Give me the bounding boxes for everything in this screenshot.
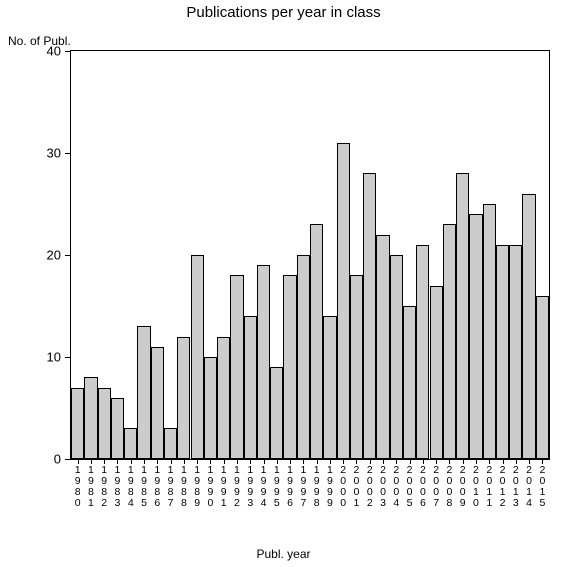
bar [151,347,164,459]
x-tick-label: 2010 [471,465,481,509]
x-tick-label: 2001 [351,465,361,509]
bar [111,398,124,459]
x-tick-label: 2006 [418,465,428,509]
bar [469,214,482,459]
bar [310,224,323,459]
y-tick-label: 40 [47,44,61,59]
x-tick-label: 1988 [179,465,189,509]
x-tick-label: 1996 [285,465,295,509]
x-tick-label: 1984 [126,465,136,509]
bar [177,337,190,459]
bar [443,224,456,459]
bar [283,275,296,459]
x-tick-label: 2008 [444,465,454,509]
x-tick-label: 2005 [405,465,415,509]
bar [217,337,230,459]
y-tick [65,357,71,358]
x-tick-label: 2014 [524,465,534,509]
x-tick-label: 2007 [431,465,441,509]
x-tick-label: 2003 [378,465,388,509]
bar [416,245,429,459]
x-tick-label: 2012 [498,465,508,509]
x-tick-label: 1998 [312,465,322,509]
x-tick-label: 2011 [484,465,494,509]
bar [350,275,363,459]
x-tick-label: 1997 [298,465,308,509]
x-tick-label: 1989 [192,465,202,509]
y-tick [65,51,71,52]
x-tick-label: 1983 [112,465,122,509]
x-tick-label: 1992 [232,465,242,509]
bar [257,265,270,459]
y-tick [65,255,71,256]
bar [536,296,549,459]
bar [84,377,97,459]
bar [137,326,150,459]
bar [337,143,350,459]
bar [297,255,310,459]
x-tick-label: 1995 [272,465,282,509]
bar [522,194,535,459]
bar [244,316,257,459]
y-tick-label: 10 [47,350,61,365]
x-tick-label: 2000 [338,465,348,509]
x-tick-label: 1981 [86,465,96,509]
x-tick-label: 2004 [391,465,401,509]
x-tick-label: 1993 [245,465,255,509]
y-tick-label: 0 [54,452,61,467]
bar [164,428,177,459]
chart-container: Publications per year in class No. of Pu… [0,0,567,567]
y-tick [65,459,71,460]
bar [230,275,243,459]
x-tick-label: 2013 [511,465,521,509]
x-tick-label: 2009 [458,465,468,509]
bar [204,357,217,459]
bar [71,388,84,459]
bar [496,245,509,459]
x-tick-label: 2015 [537,465,547,509]
x-tick-label: 1987 [166,465,176,509]
x-tick-label: 2002 [365,465,375,509]
bar [191,255,204,459]
x-tick-label: 1990 [205,465,215,509]
bar [430,286,443,459]
bar [403,306,416,459]
bar [509,245,522,459]
x-tick-label: 1980 [73,465,83,509]
bar [98,388,111,459]
y-tick-label: 30 [47,146,61,161]
x-axis-title: Publ. year [0,547,567,561]
y-tick-label: 20 [47,248,61,263]
bar [363,173,376,459]
bar [483,204,496,459]
y-tick [65,153,71,154]
x-tick-label: 1994 [259,465,269,509]
x-tick-label: 1991 [219,465,229,509]
x-tick-label: 1999 [325,465,335,509]
x-tick-label: 1982 [99,465,109,509]
bar [390,255,403,459]
bar [270,367,283,459]
x-tick-label: 1985 [139,465,149,509]
bar [323,316,336,459]
bar [376,235,389,459]
y-axis-title: No. of Publ. [8,34,71,48]
bar [456,173,469,459]
x-tick-label: 1986 [152,465,162,509]
bar [124,428,137,459]
plot-area: 0102030401980198119821983198419851986198… [70,50,550,460]
chart-title: Publications per year in class [0,4,567,21]
